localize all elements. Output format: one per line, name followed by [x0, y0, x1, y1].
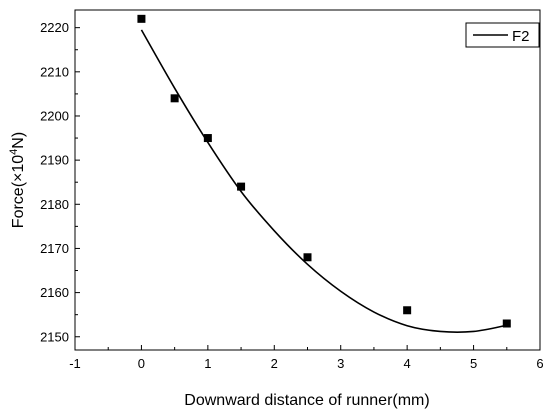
y-tick-label: 2170 — [40, 241, 69, 256]
data-points — [137, 14, 511, 328]
x-tick-label: -1 — [69, 356, 81, 371]
x-tick-label: 4 — [404, 356, 411, 371]
y-tick-label: 2200 — [40, 108, 69, 123]
data-point — [237, 182, 246, 191]
axis-ticks — [74, 27, 541, 350]
y-tick-label: 2220 — [40, 20, 69, 35]
x-tick-label: 6 — [536, 356, 543, 371]
legend-label: F2 — [512, 28, 530, 45]
data-point — [403, 306, 412, 315]
data-point — [303, 253, 312, 262]
x-axis-title: Downward distance of runner(mm) — [184, 392, 429, 409]
y-tick-label: 2190 — [40, 153, 69, 168]
y-tick-label: 2210 — [40, 64, 69, 79]
y-tick-labels: 2150 2160 2170 2180 2190 2200 2210 2220 — [40, 20, 69, 344]
data-point — [203, 134, 212, 143]
data-point — [137, 14, 146, 23]
data-point — [502, 319, 511, 328]
legend: F2 — [465, 22, 540, 48]
plot-frame — [74, 9, 541, 351]
x-tick-labels: -1 0 1 2 3 4 5 6 — [69, 356, 543, 371]
x-tick-label: 3 — [337, 356, 344, 371]
x-tick-label: 5 — [470, 356, 477, 371]
data-point — [170, 94, 179, 103]
series-line-f2 — [140, 29, 507, 333]
x-tick-label: 2 — [271, 356, 278, 371]
x-tick-label: 1 — [204, 356, 211, 371]
y-tick-label: 2180 — [40, 197, 69, 212]
y-tick-label: 2160 — [40, 285, 69, 300]
y-tick-label: 2150 — [40, 329, 69, 344]
x-tick-label: 0 — [138, 356, 145, 371]
y-axis-title: Force(×104N) — [8, 132, 27, 228]
plot-area: -1 0 1 2 3 4 5 6 2150 2160 2170 2180 2190 2200 2210 22… — [40, 9, 544, 371]
